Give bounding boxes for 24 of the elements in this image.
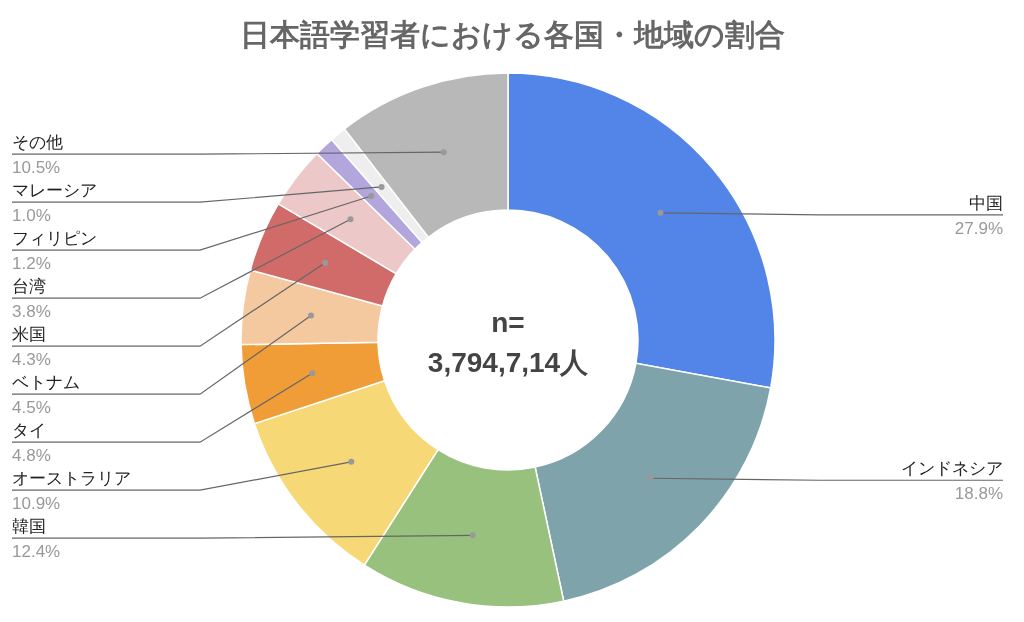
slice-label: マレーシア: [12, 181, 97, 201]
data-label: 12.4%: [12, 542, 61, 562]
data-label: 10.5%: [12, 158, 61, 178]
slice-label: インドネシア: [901, 459, 1003, 479]
data-label: 4.3%: [12, 350, 51, 370]
data-label: 10.9%: [12, 494, 61, 514]
text: n= 3,794,7,14人: [427, 307, 590, 378]
slice-label: 中国: [969, 193, 1003, 213]
slice-label: 韓国: [12, 517, 46, 537]
slice-label: タイ: [12, 421, 46, 441]
slice-label: オーストラリア: [12, 469, 131, 489]
data-label: 4.8%: [12, 446, 51, 466]
slice-label: ベトナム: [12, 373, 80, 393]
data-label: 3.8%: [12, 302, 51, 322]
data-label: 1.2%: [12, 254, 51, 274]
chart-title: 日本語学習者における各国・地域の割合: [239, 18, 785, 52]
data-label: 27.9%: [954, 218, 1003, 238]
slice-label: 米国: [12, 325, 46, 345]
slice-label: 台湾: [12, 277, 46, 297]
data-label: 18.8%: [954, 484, 1003, 504]
data-label: 4.5%: [12, 398, 51, 418]
slice-label: その他: [12, 133, 63, 153]
data-label: 1.0%: [12, 206, 51, 226]
slice-label: フィリピン: [12, 229, 97, 249]
